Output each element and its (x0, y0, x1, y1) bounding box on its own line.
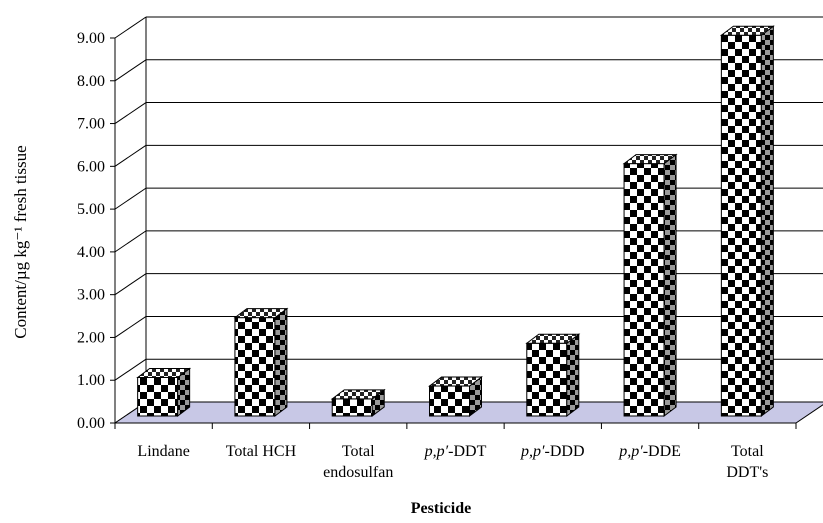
y-axis-title: Content/µg kg⁻¹ fresh tissue (11, 145, 30, 338)
gridline-connector (114, 102, 147, 124)
gridline-connector (114, 273, 147, 296)
y-tick-label: 3.00 (77, 287, 105, 304)
y-tick-label: 9.00 (77, 30, 105, 47)
gridline-connector (114, 59, 147, 82)
bar-front (137, 377, 179, 417)
bar-top (719, 25, 775, 36)
y-tick-label: 2.00 (77, 329, 105, 346)
x-tick-label: p,p′-DDE (618, 443, 681, 460)
y-tick-label: 0.00 (77, 415, 105, 432)
bar-front (331, 398, 373, 417)
bar (719, 25, 775, 417)
gridlines (114, 16, 823, 424)
gridline-connector (114, 144, 147, 167)
axes (110, 17, 797, 429)
bar (330, 388, 386, 417)
bar-front (429, 385, 470, 417)
bar (233, 307, 289, 417)
bar-top (136, 368, 192, 378)
bar-front (623, 163, 665, 417)
bar (525, 333, 581, 417)
x-axis-title: Pesticide (411, 500, 471, 517)
y-tick-label: 4.00 (77, 244, 105, 261)
y-tick-label: 8.00 (77, 73, 105, 90)
x-tick-labels: Lindane Total HCH Total endosulfan p,p′-DDT p… (137, 443, 768, 481)
x-tick-label-line2: DDT's (726, 464, 768, 481)
bar-side (274, 307, 288, 417)
gridline-connector (114, 230, 147, 253)
bar-front (234, 317, 276, 417)
bars (136, 25, 775, 417)
bar-top (330, 389, 386, 400)
y-tick-labels: 0.00 1.00 2.00 3.00 4.00 5.00 6.00 7.00 8.00 9.00 (77, 30, 105, 432)
bar-side (566, 333, 580, 417)
y-tick-label: 6.00 (77, 158, 105, 175)
x-tick-label-line2: endosulfan (323, 464, 393, 481)
bar-top (525, 333, 581, 344)
gridline-connector (114, 187, 147, 210)
x-tick-label: Lindane (137, 443, 189, 460)
bar-front (526, 342, 568, 417)
gridline-connector (114, 358, 147, 381)
bar (622, 153, 678, 417)
x-tick-label: p,p′-DDD (520, 443, 585, 460)
bar-top (622, 154, 678, 165)
x-tick-label: Total (342, 443, 375, 460)
bar-top (233, 308, 289, 319)
y-tick-label: 1.00 (77, 372, 105, 389)
x-tick-label: p,p′-DDT (424, 443, 487, 460)
y-tick-label: 5.00 (77, 201, 105, 218)
y-tick-label: 7.00 (77, 116, 105, 133)
bar (136, 367, 192, 417)
bar-top (428, 376, 483, 387)
x-tick-label: Total (731, 443, 764, 460)
gridline-connector (114, 16, 147, 39)
bar-front (720, 34, 762, 417)
bar (428, 376, 483, 417)
bar-side (760, 25, 774, 417)
gridline-connector (114, 316, 147, 338)
x-tick-label: Total HCH (226, 443, 297, 460)
bar-side (663, 153, 677, 417)
